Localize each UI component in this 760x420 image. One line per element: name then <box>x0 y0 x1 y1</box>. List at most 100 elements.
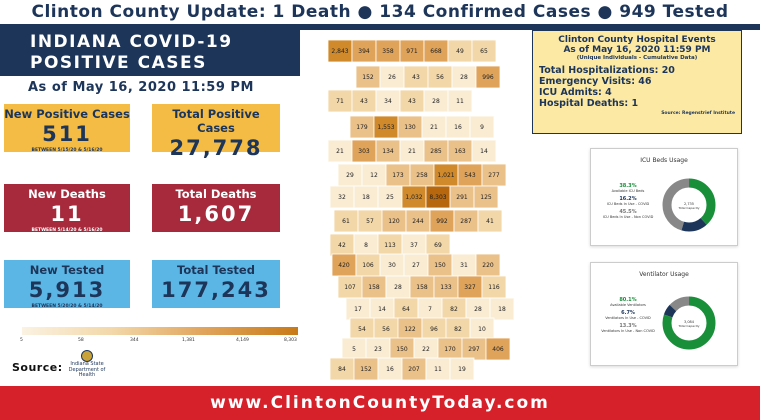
footer-url[interactable]: www.ClintonCountyToday.com <box>210 393 550 413</box>
county-value: 28 <box>432 98 440 105</box>
new-deaths-card: New Deaths 11 BETWEEN 5/14/20 & 5/16/20 <box>4 184 130 233</box>
county-value: 18 <box>362 194 370 201</box>
county-value: 37 <box>410 242 418 249</box>
county-value: 34 <box>384 98 392 105</box>
county-value: 406 <box>492 346 504 353</box>
county-value: 11 <box>434 366 442 373</box>
hospital-title: Clinton County Hospital Events <box>558 35 716 45</box>
legend-label: 344 <box>130 338 139 343</box>
county-cell <box>471 139 497 163</box>
county-value: 25 <box>386 194 394 201</box>
county-cell <box>469 115 495 139</box>
banner-line-1: INDIANA COVID-19 <box>30 32 233 52</box>
county-value: 11 <box>456 98 464 105</box>
total-positive-value: 27,778 <box>169 136 263 160</box>
isdh-logo-line1: Indiana State <box>70 361 104 367</box>
banner-line-2: POSITIVE CASES <box>30 53 207 73</box>
donut-segment <box>662 178 716 232</box>
icu-stat-desc: ICU Beds In Use - COVID <box>606 202 650 206</box>
header-title: Clinton County Update: 1 Death ● 134 Con… <box>31 2 729 22</box>
county-value: 116 <box>488 284 500 291</box>
county-value: 18 <box>498 306 506 313</box>
county-cell <box>471 40 497 63</box>
new-positive-label: New Positive Cases <box>4 107 130 121</box>
county-value: 14 <box>480 148 488 155</box>
county-value: 133 <box>440 284 452 291</box>
county-value: 106 <box>362 262 374 269</box>
county-value: 49 <box>456 48 464 55</box>
county-value: 43 <box>408 98 416 105</box>
hospital-events-box: Clinton County Hospital Events As of May… <box>532 30 742 134</box>
county-value: 120 <box>388 218 400 225</box>
icu-beds-panel: ICU Beds Usage 38.3% Available ICU Beds … <box>590 148 738 246</box>
county-value: 122 <box>404 326 416 333</box>
county-value: 28 <box>460 74 468 81</box>
total-deaths-label: Total Deaths <box>175 187 257 201</box>
icu-stat-value: 38.3% <box>619 183 637 189</box>
donut-segment <box>662 296 716 350</box>
county-value: 327 <box>464 284 476 291</box>
county-value: 65 <box>480 48 488 55</box>
county-value: 26 <box>388 74 396 81</box>
county-value: 69 <box>434 242 442 249</box>
county-value: 1,021 <box>437 172 454 179</box>
legend-label: 5 <box>20 338 23 343</box>
county-value: 28 <box>474 306 482 313</box>
county-value: 57 <box>366 218 374 225</box>
county-value: 543 <box>464 172 476 179</box>
title-banner: INDIANA COVID-19 POSITIVE CASES <box>0 30 300 76</box>
county-value: 277 <box>488 172 500 179</box>
county-value: 992 <box>436 218 448 225</box>
county-value: 82 <box>454 326 462 333</box>
county-value: 9 <box>480 124 484 131</box>
hospital-row-icu: ICU Admits: 4 <box>539 87 612 98</box>
vent-center-line1: 3,084 <box>684 320 695 324</box>
county-value: 61 <box>342 218 350 225</box>
isdh-seal-icon <box>81 350 93 362</box>
county-value: 420 <box>338 262 350 269</box>
county-cell <box>449 357 475 381</box>
county-cell <box>477 209 503 233</box>
hospital-row-emergency: Emergency Visits: 46 <box>539 76 652 87</box>
vent-stat-value: 13.3% <box>619 323 637 329</box>
vent-stat-value: 6.7% <box>621 310 635 316</box>
icu-center-line2: Total Capacity <box>677 206 699 210</box>
county-value: 12 <box>370 172 378 179</box>
total-positive-label: Total Positive Cases <box>172 107 260 135</box>
vent-stat-value: 80.1% <box>619 297 637 303</box>
county-value: 150 <box>396 346 408 353</box>
county-value: 21 <box>336 148 344 155</box>
county-value: 130 <box>404 124 416 131</box>
county-value: 7 <box>428 306 432 313</box>
county-value: 32 <box>338 194 346 201</box>
total-deaths-card: Total Deaths 1,607 <box>152 184 280 232</box>
county-value: 56 <box>382 326 390 333</box>
isdh-logo-line2: Department of Health <box>68 366 106 378</box>
legend-label: 4,149 <box>236 338 249 343</box>
county-value: 42 <box>338 242 346 249</box>
legend-label: 58 <box>78 338 84 343</box>
new-deaths-note: BETWEEN 5/14/20 & 5/16/20 <box>31 228 103 233</box>
icu-donut-chart: 2,735 Total Capacity <box>662 178 716 232</box>
county-value: 173 <box>392 172 404 179</box>
county-value: 152 <box>360 366 372 373</box>
county-value: 96 <box>430 326 438 333</box>
new-tested-label: New Tested <box>29 263 105 277</box>
legend-labels: 5 58 344 1,381 4,149 8,303 <box>0 338 300 346</box>
county-value: 23 <box>374 346 382 353</box>
county-value: 21 <box>430 124 438 131</box>
legend-label: 8,303 <box>284 338 297 343</box>
donut-segment <box>662 178 716 232</box>
county-value: 113 <box>384 242 396 249</box>
icu-panel-title: ICU Beds Usage <box>640 157 688 164</box>
total-tested-card: Total Tested 177,243 <box>152 260 280 308</box>
county-value: 297 <box>468 346 480 353</box>
new-tested-note: BETWEEN 5/20/20 & 5/14/20 <box>31 304 103 309</box>
county-value: 84 <box>338 366 346 373</box>
county-cell <box>447 89 473 113</box>
source-label: Source: <box>12 361 63 374</box>
county-value: 43 <box>360 98 368 105</box>
as-of-date: As of May 16, 2020 11:59 PM <box>28 80 254 95</box>
vent-stats: 80.1% Available Ventilators 6.7% Ventila… <box>597 297 659 336</box>
